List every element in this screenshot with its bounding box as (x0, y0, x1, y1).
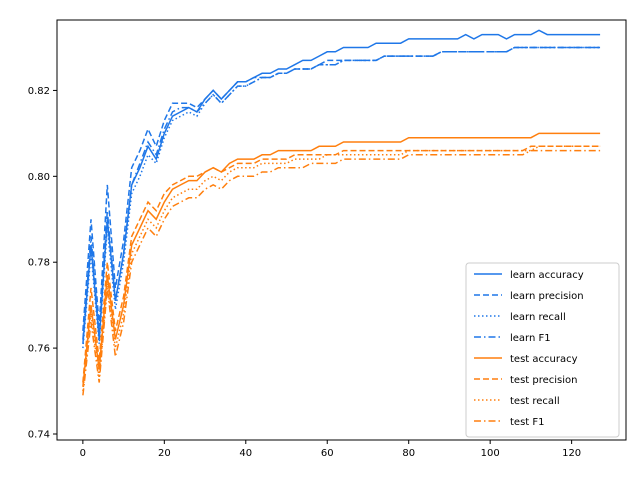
series-layer (82, 29, 601, 396)
x-tick-label: 20 (158, 448, 171, 459)
legend-label: test F1 (510, 417, 545, 428)
series-line-6 (82, 145, 601, 392)
y-tick-label: 0.82 (28, 86, 50, 97)
x-tick-label: 100 (481, 448, 500, 459)
legend: learn accuracy learn precision learn recal… (465, 262, 620, 438)
series-line-7 (82, 149, 601, 396)
x-tick-label: 60 (321, 448, 334, 459)
y-tick-label: 0.78 (28, 258, 50, 269)
legend-label: learn accuracy (510, 270, 584, 281)
series-line-0 (82, 29, 601, 344)
legend-box (465, 262, 620, 438)
legend-label: learn recall (510, 312, 566, 323)
y-axis: 0.74 0.76 0.78 0.80 0.82 (28, 86, 57, 440)
series-line-4 (82, 132, 601, 387)
legend-label: learn F1 (510, 333, 551, 344)
legend-label: test recall (510, 396, 560, 407)
x-axis: 0 20 40 60 80 100 120 (80, 440, 581, 459)
y-tick-label: 0.80 (28, 172, 50, 183)
series-line-3 (82, 46, 601, 340)
x-tick-label: 40 (239, 448, 252, 459)
y-tick-label: 0.74 (28, 429, 50, 440)
legend-label: learn precision (510, 291, 584, 302)
x-tick-label: 80 (402, 448, 415, 459)
plot-frame (56, 19, 627, 441)
x-tick-label: 0 (80, 448, 86, 459)
legend-label: test precision (510, 375, 578, 386)
legend-label: test accuracy (510, 354, 578, 365)
y-tick-label: 0.76 (28, 344, 50, 355)
x-tick-label: 120 (562, 448, 581, 459)
